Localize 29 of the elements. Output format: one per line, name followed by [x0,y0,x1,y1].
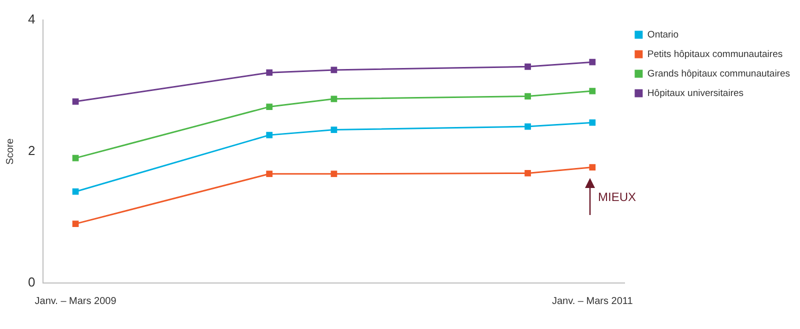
point [266,132,273,138]
point [589,58,596,66]
legend-label: Hôpitaux universitaires [647,88,744,99]
point [524,64,531,70]
point [266,69,273,76]
legend-label: Grands hôpitaux communautaires [647,68,790,80]
point [330,170,338,178]
point [72,154,79,162]
point [330,96,338,102]
point [524,123,531,130]
y-tick-label: 2 [28,143,36,158]
point [524,170,531,176]
point [524,93,531,100]
point [266,170,273,178]
point [72,188,79,195]
legend-label: Ontario [647,29,679,40]
x-tick-label: Janv. – Mars 2009 [34,296,117,307]
point [589,164,596,170]
legend-label: Petits hôpitaux communautaires [647,48,783,60]
y-axis-title: Score [4,138,16,165]
x-tick-label: Janv. – Mars 2011 [552,296,634,307]
point [589,119,596,126]
point [330,126,338,133]
y-tick-label: 4 [28,12,36,27]
point [266,104,273,110]
annotation: MIEUX [598,190,636,204]
point [72,220,79,228]
point [589,88,596,94]
y-tick-label: 0 [28,274,36,290]
